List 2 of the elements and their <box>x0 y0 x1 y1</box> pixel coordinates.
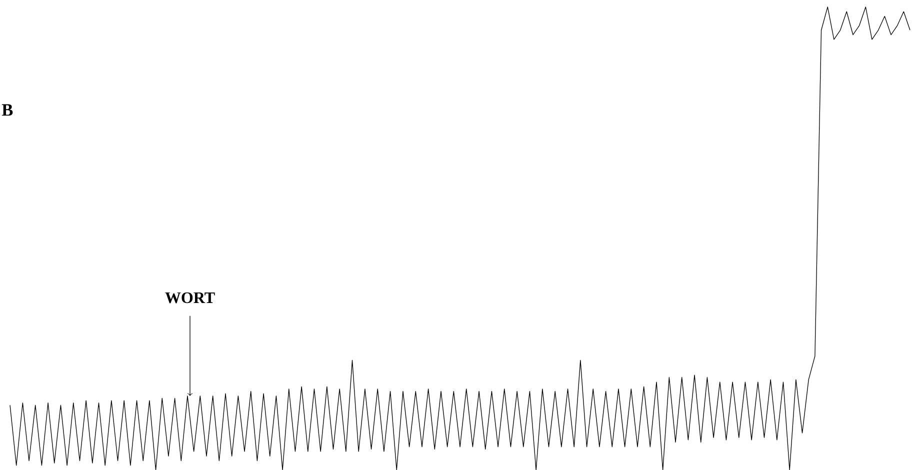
annotation: WORT <box>165 292 215 304</box>
annotation: B <box>2 104 13 116</box>
